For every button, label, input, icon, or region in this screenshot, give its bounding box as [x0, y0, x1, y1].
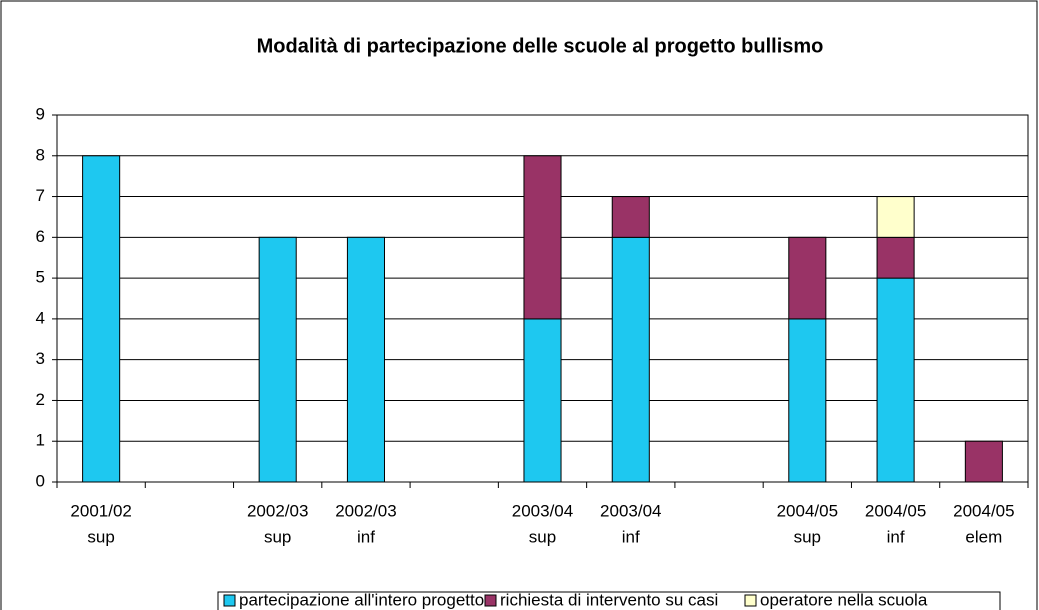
x-tick-label: 2001/02 — [70, 501, 131, 520]
x-tick-label: 2002/03 — [247, 501, 308, 520]
x-tick-label: elem — [965, 527, 1002, 546]
y-tick-label: 8 — [36, 145, 45, 164]
x-tick-label: inf — [357, 527, 375, 546]
legend-swatch — [744, 594, 757, 607]
x-tick-label: inf — [622, 527, 640, 546]
bar — [876, 236, 915, 279]
x-tick-label: 2004/05 — [953, 501, 1014, 520]
bar — [788, 236, 827, 320]
bar — [82, 155, 121, 483]
y-tick-label: 3 — [36, 349, 45, 368]
x-tick-label: sup — [529, 527, 556, 546]
x-tick-label: 2004/05 — [777, 501, 838, 520]
bar — [523, 155, 562, 320]
x-tick-label: inf — [887, 527, 905, 546]
legend-swatch — [223, 594, 236, 607]
y-tick-label: 9 — [36, 104, 45, 123]
bar — [258, 236, 297, 483]
bar — [788, 318, 827, 483]
chart-title: Modalità di partecipazione delle scuole … — [257, 35, 824, 57]
legend-label: operatore nella scuola — [760, 590, 928, 609]
y-tick-label: 2 — [36, 390, 45, 409]
bar — [876, 196, 915, 238]
y-tick-label: 0 — [36, 471, 45, 490]
legend-swatch — [484, 594, 497, 607]
x-tick-label: 2003/04 — [600, 501, 661, 520]
bar — [876, 277, 915, 483]
bar — [611, 236, 650, 483]
x-tick-label: 2003/04 — [512, 501, 573, 520]
y-tick-label: 1 — [36, 431, 45, 450]
bar — [346, 236, 385, 483]
legend-label: partecipazione all'intero progetto — [239, 590, 484, 609]
x-tick-label: 2002/03 — [335, 501, 396, 520]
x-tick-label: sup — [794, 527, 821, 546]
legend-label: richiesta di intervento su casi — [500, 590, 718, 609]
bar — [611, 196, 650, 238]
x-tick-label: sup — [87, 527, 114, 546]
y-tick-label: 5 — [36, 268, 45, 287]
x-tick-label: sup — [264, 527, 291, 546]
bar — [523, 318, 562, 483]
y-tick-label: 4 — [36, 308, 45, 327]
y-tick-label: 7 — [36, 186, 45, 205]
legend-box — [217, 591, 1001, 610]
x-tick-label: 2004/05 — [865, 501, 926, 520]
bar — [964, 440, 1003, 483]
y-tick-label: 6 — [36, 227, 45, 246]
